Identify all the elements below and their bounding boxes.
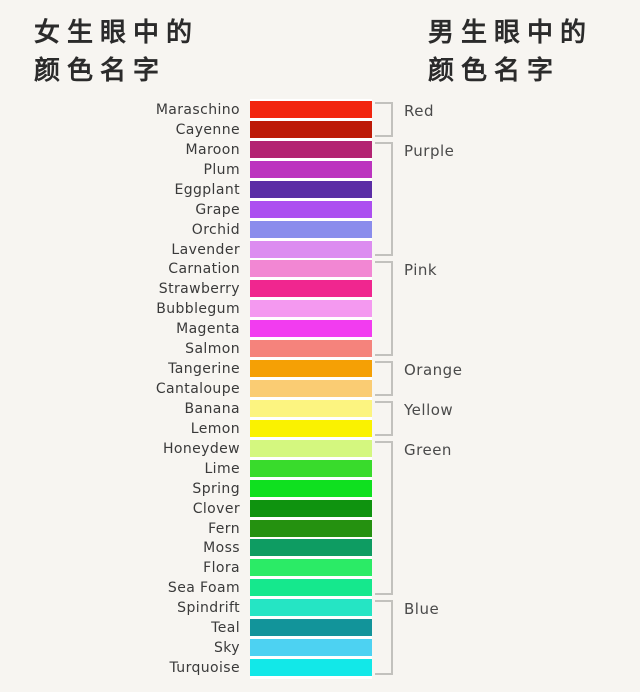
color-name-label-bubblegum: Bubblegum [156,301,240,318]
color-swatch-strawberry [250,280,372,298]
group-bracket-orange [375,361,393,396]
color-name-label-carnation: Carnation [168,261,240,278]
color-name-label-maraschino: Maraschino [155,102,240,118]
color-swatch-fern [250,519,372,537]
color-swatch-moss [250,539,372,557]
girls-title: 女生眼中的 颜色名字 [34,14,199,90]
color-swatch-banana [250,399,372,417]
group-bracket-green [375,440,393,596]
category-label-yellow: Yellow [404,400,454,419]
color-name-label-grape: Grape [195,201,240,218]
color-name-label-cantaloupe: Cantaloupe [155,381,240,398]
color-swatch-tangerine [250,360,372,378]
color-name-label-moss: Moss [203,540,240,557]
color-name-label-tangerine: Tangerine [168,361,240,378]
color-name-label-strawberry: Strawberry [158,281,240,298]
color-name-label-lemon: Lemon [190,420,240,437]
color-swatch-sea-foam [250,579,372,597]
color-name-label-sea-foam: Sea Foam [167,580,240,597]
color-name-label-teal: Teal [211,620,240,637]
color-swatch-honeydew [250,439,372,457]
color-swatch-carnation [250,260,372,278]
color-swatch-spring [250,479,372,497]
group-bracket-blue [375,600,393,675]
color-swatch-magenta [250,320,372,338]
girls-title-line1: 女生眼中的 [34,18,200,48]
color-swatch-plum [250,160,372,178]
color-name-label-salmon: Salmon [185,341,240,358]
color-name-label-honeydew: Honeydew [162,440,240,457]
color-name-label-plum: Plum [203,161,240,178]
color-name-label-turquoise: Turquoise [169,660,240,677]
color-name-label-spring: Spring [192,480,240,497]
color-name-label-banana: Banana [184,400,240,417]
color-swatch-salmon [250,340,372,358]
color-swatch-teal [250,619,372,637]
color-swatch-sky [250,639,372,657]
category-label-green: Green [404,440,452,459]
color-name-label-eggplant: Eggplant [174,181,240,198]
boys-title-line1: 男生眼中的 [428,18,594,48]
color-swatch-maroon [250,140,372,158]
color-name-label-lime: Lime [204,460,240,477]
boys-title-line2: 颜色名字 [428,56,561,86]
color-swatch-orchid [250,220,372,238]
color-swatch-cayenne [250,120,372,138]
color-swatch-turquoise [250,659,372,677]
group-bracket-red [375,102,393,137]
boys-title: 男生眼中的 颜色名字 [428,14,593,90]
color-name-label-maroon: Maroon [185,141,240,158]
color-name-label-magenta: Magenta [176,321,240,338]
color-swatch-clover [250,499,372,517]
color-swatch-cantaloupe [250,380,372,398]
category-label-blue: Blue [404,600,440,619]
color-swatch-bubblegum [250,300,372,318]
color-swatch-grape [250,200,372,218]
color-name-label-sky: Sky [214,640,240,657]
category-label-pink: Pink [404,261,438,280]
color-name-label-fern: Fern [208,520,240,537]
color-name-label-flora: Flora [203,560,240,577]
color-name-label-clover: Clover [192,500,240,517]
color-swatch-lemon [250,419,372,437]
color-swatch-maraschino [250,101,372,118]
category-label-red: Red [404,102,434,120]
group-bracket-yellow [375,400,393,436]
color-swatch-eggplant [250,180,372,198]
category-label-orange: Orange [404,361,463,380]
group-bracket-pink [375,261,393,357]
color-swatch-spindrift [250,599,372,617]
color-name-label-spindrift: Spindrift [177,600,240,617]
color-swatch-flora [250,559,372,577]
color-name-label-cayenne: Cayenne [175,121,240,138]
category-label-purple: Purple [404,141,455,160]
color-name-label-orchid: Orchid [191,221,240,238]
color-swatch-lavender [250,240,372,258]
girls-title-line2: 颜色名字 [34,56,167,86]
color-name-label-lavender: Lavender [171,241,240,258]
color-swatch-lime [250,459,372,477]
group-bracket-purple [375,141,393,257]
